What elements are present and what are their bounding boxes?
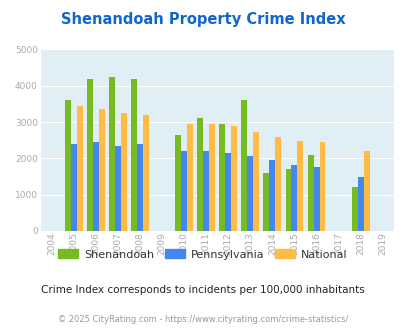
- Bar: [181, 151, 187, 231]
- Bar: [121, 113, 126, 231]
- Bar: [263, 173, 269, 231]
- Bar: [202, 151, 209, 231]
- Bar: [209, 124, 215, 231]
- Bar: [241, 100, 247, 231]
- Bar: [319, 142, 325, 231]
- Bar: [297, 141, 303, 231]
- Bar: [87, 79, 93, 231]
- Bar: [109, 77, 115, 231]
- Bar: [98, 109, 104, 231]
- Bar: [93, 142, 98, 231]
- Bar: [313, 167, 319, 231]
- Bar: [219, 124, 225, 231]
- Bar: [351, 187, 357, 231]
- Bar: [70, 144, 77, 231]
- Bar: [131, 79, 136, 231]
- Text: © 2025 CityRating.com - https://www.cityrating.com/crime-statistics/: © 2025 CityRating.com - https://www.city…: [58, 315, 347, 324]
- Bar: [231, 126, 237, 231]
- Bar: [115, 146, 121, 231]
- Bar: [291, 165, 297, 231]
- Legend: Shenandoah, Pennsylvania, National: Shenandoah, Pennsylvania, National: [54, 245, 351, 264]
- Text: Shenandoah Property Crime Index: Shenandoah Property Crime Index: [60, 12, 345, 26]
- Bar: [307, 155, 313, 231]
- Bar: [285, 169, 291, 231]
- Bar: [363, 151, 369, 231]
- Bar: [253, 132, 259, 231]
- Bar: [225, 153, 231, 231]
- Bar: [247, 156, 253, 231]
- Bar: [275, 137, 281, 231]
- Text: Crime Index corresponds to incidents per 100,000 inhabitants: Crime Index corresponds to incidents per…: [41, 285, 364, 295]
- Bar: [357, 177, 363, 231]
- Bar: [197, 118, 202, 231]
- Bar: [143, 115, 149, 231]
- Bar: [269, 160, 275, 231]
- Bar: [65, 100, 70, 231]
- Bar: [187, 124, 192, 231]
- Bar: [77, 106, 83, 231]
- Bar: [175, 135, 181, 231]
- Bar: [136, 144, 143, 231]
